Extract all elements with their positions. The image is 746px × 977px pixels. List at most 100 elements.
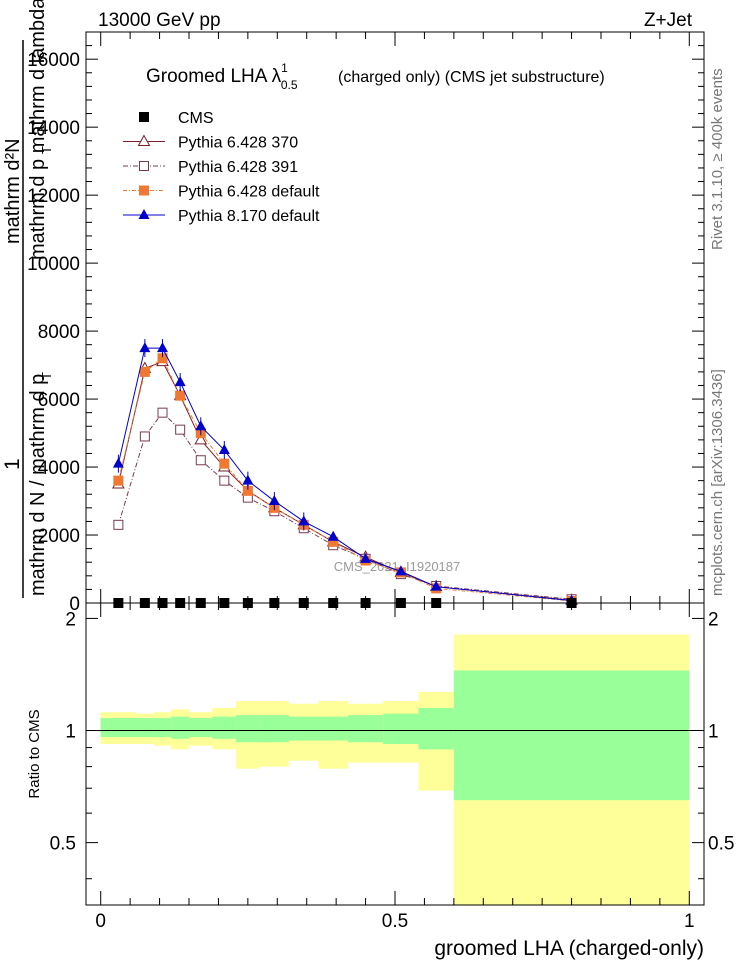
data-point [242, 485, 253, 496]
data-point [298, 515, 310, 526]
main-y-axis-title: 1 mathrm d²N mathrm d p mathrm d lambda … [1, 0, 54, 598]
y-tick-label: 8000 [38, 322, 80, 343]
legend-item: Pythia 6.428 default [123, 184, 320, 201]
y-title-numerator: mathrm d²N [2, 138, 24, 244]
data-point [174, 376, 186, 387]
ratio-y-tick-label-left: 2 [65, 609, 76, 630]
data-point [195, 455, 206, 466]
data-point [113, 519, 124, 530]
series-line [117, 347, 572, 602]
data-point [218, 444, 230, 455]
legend: CMS Pythia 6.428 370 Pythia 6.428 391 Pythi… [123, 110, 320, 225]
x-tick-label: 1 [684, 911, 695, 932]
data-point [395, 565, 407, 576]
legend-label: CMS [178, 110, 214, 127]
data-point [360, 552, 372, 563]
data-point [157, 353, 168, 364]
x-tick-label: 0.5 [382, 911, 408, 932]
y-tick-label: 16000 [27, 50, 80, 71]
x-tick-label: 0 [95, 911, 106, 932]
data-point [194, 432, 208, 445]
legend-label: Pythia 6.428 370 [178, 135, 298, 152]
band-inner [418, 707, 454, 750]
band-inner [171, 716, 189, 739]
band-inner [212, 716, 237, 739]
y-title-one: 1 [1, 458, 24, 470]
band-inner [100, 718, 137, 738]
data-point [242, 474, 254, 485]
band-inner [189, 718, 213, 738]
ratio-y-tick-label-right: 0.5 [708, 834, 734, 855]
legend-item: Pythia 6.428 370 [123, 134, 298, 152]
data-point [112, 457, 124, 468]
data-point [139, 366, 150, 377]
ratio-y-axis-title: Ratio to CMS [26, 709, 43, 798]
main-subtitle: (charged only) (CMS jet substructure) [338, 69, 605, 86]
main-y-axis: 0 2000 4000 6000 8000 10000 12000 14000 16000 [27, 31, 704, 615]
legend-item: Pythia 6.428 391 [123, 159, 298, 176]
band-inner [259, 715, 290, 743]
main-title-subscript: 0.5 [281, 78, 298, 92]
legend-label: Pythia 6.428 391 [178, 159, 298, 176]
data-point [139, 342, 151, 353]
main-title: Groomed LHA λ1 0.5 [146, 61, 298, 92]
data-point [430, 580, 442, 591]
main-x-axis [100, 32, 690, 603]
y-title-denominator-text: mathrm d p mathrm d lambda [27, 0, 49, 260]
ratio-bands [100, 634, 690, 905]
data-point [195, 420, 207, 431]
data-point [327, 530, 339, 541]
series-pythia-6-428-391 [113, 407, 577, 605]
header-process-label: Z+Jet [644, 10, 693, 31]
data-point [268, 495, 280, 506]
legend-marker [139, 161, 149, 171]
data-point [175, 424, 186, 435]
y-title-denominator: mathrm d p mathrm d lambda [27, 0, 49, 260]
y-tick-label: 10000 [27, 254, 80, 275]
series-line [117, 357, 572, 602]
y-tick-label: 4000 [38, 458, 80, 479]
y-tick-label: 0 [69, 594, 80, 615]
legend-label: Pythia 6.428 default [178, 184, 320, 201]
band-inner [453, 670, 690, 801]
legend-item: CMS [139, 110, 214, 127]
band-inner [318, 716, 348, 741]
main-plot-panel: 0 2000 4000 6000 8000 10000 12000 14000 16000 CM… [27, 31, 705, 615]
legend-marker [139, 112, 149, 122]
x-axis-title: groomed LHA (charged-only) [434, 937, 704, 960]
main-series-group [112, 339, 578, 608]
band-inner [236, 715, 260, 743]
ratio-plot-panel: 0.5 0.5 1 1 2 2 0 0.5 1 Ratio to CMS groomed LH… [26, 602, 734, 960]
y-tick-label: 12000 [27, 186, 80, 207]
ratio-y-tick-label-left: 1 [65, 722, 76, 743]
legend-marker [139, 185, 149, 196]
y-title-lower-sub: T [39, 372, 54, 380]
ratio-x-axis: 0 0.5 1 [95, 603, 695, 932]
band-inner [136, 718, 154, 738]
band-inner [153, 718, 172, 738]
y-title-lower: mathrm d N / mathrm d p [27, 374, 49, 596]
data-point [113, 475, 124, 486]
main-title-superscript: 1 [281, 61, 288, 75]
data-point [157, 407, 168, 418]
legend-item: Pythia 8.170 default [123, 208, 320, 225]
ratio-y-tick-label-right: 2 [708, 609, 719, 630]
data-point [139, 431, 150, 442]
y-title-denominator-sub: T [39, 146, 54, 154]
ratio-y-axis: 0.5 0.5 1 1 2 2 [50, 609, 734, 880]
main-title-text: Groomed LHA λ [146, 66, 282, 87]
band-inner [383, 713, 419, 745]
mcplots-label: mcplots.cern.ch [arXiv:1306.3436] [709, 369, 726, 596]
data-point [175, 390, 186, 401]
band-inner [289, 716, 319, 741]
y-tick-label: 6000 [38, 390, 80, 411]
band-inner [347, 715, 384, 743]
data-point [328, 536, 339, 547]
data-point [157, 342, 169, 353]
header-beam-label: 13000 GeV pp [98, 10, 221, 31]
data-point [219, 458, 230, 469]
y-tick-label: 2000 [38, 526, 80, 547]
rivet-label: Rivet 3.1.10, ≥ 400k events [709, 68, 726, 250]
ratio-y-tick-label-left: 0.5 [50, 834, 76, 855]
